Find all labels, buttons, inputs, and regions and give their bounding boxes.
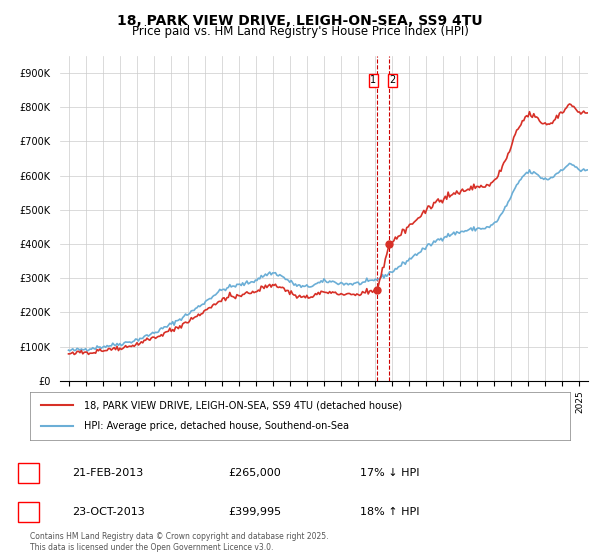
Text: 17% ↓ HPI: 17% ↓ HPI xyxy=(360,468,419,478)
Text: Price paid vs. HM Land Registry's House Price Index (HPI): Price paid vs. HM Land Registry's House … xyxy=(131,25,469,38)
Text: 1: 1 xyxy=(370,76,376,85)
Text: 18, PARK VIEW DRIVE, LEIGH-ON-SEA, SS9 4TU: 18, PARK VIEW DRIVE, LEIGH-ON-SEA, SS9 4… xyxy=(117,14,483,28)
Text: 2: 2 xyxy=(25,507,32,517)
Text: 21-FEB-2013: 21-FEB-2013 xyxy=(72,468,143,478)
Text: 18, PARK VIEW DRIVE, LEIGH-ON-SEA, SS9 4TU (detached house): 18, PARK VIEW DRIVE, LEIGH-ON-SEA, SS9 4… xyxy=(84,400,402,410)
Text: 2: 2 xyxy=(390,76,396,85)
Text: HPI: Average price, detached house, Southend-on-Sea: HPI: Average price, detached house, Sout… xyxy=(84,421,349,431)
Text: £265,000: £265,000 xyxy=(228,468,281,478)
Text: £399,995: £399,995 xyxy=(228,507,281,517)
Text: 1: 1 xyxy=(25,468,32,478)
Text: Contains HM Land Registry data © Crown copyright and database right 2025.
This d: Contains HM Land Registry data © Crown c… xyxy=(30,532,329,552)
Text: 18% ↑ HPI: 18% ↑ HPI xyxy=(360,507,419,517)
Text: 23-OCT-2013: 23-OCT-2013 xyxy=(72,507,145,517)
